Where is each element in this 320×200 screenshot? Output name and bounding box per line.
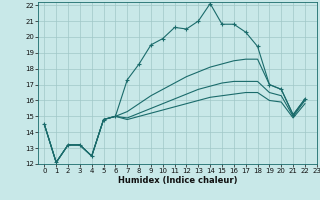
X-axis label: Humidex (Indice chaleur): Humidex (Indice chaleur): [118, 176, 237, 185]
